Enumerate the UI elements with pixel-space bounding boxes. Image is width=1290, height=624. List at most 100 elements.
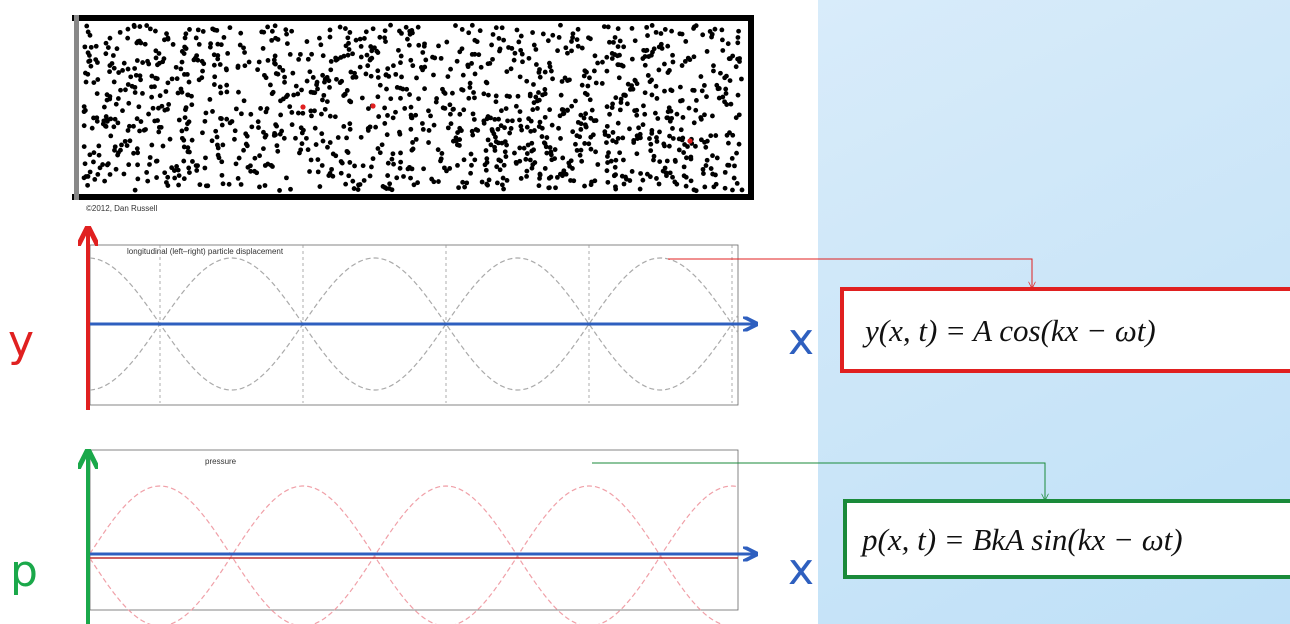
particle [510,118,515,123]
particle [436,147,441,152]
particle [196,27,201,32]
particle [180,129,185,134]
particle [242,98,247,103]
particle [592,178,597,183]
particle [528,158,533,163]
particle [85,183,90,188]
particle [446,125,451,130]
particle [717,96,722,101]
particle [457,137,462,142]
particle [94,44,99,49]
particle [416,96,421,101]
particle [82,123,87,128]
particle [513,51,518,56]
particle [273,54,278,59]
particle [172,176,177,181]
particle [415,180,420,185]
particle [309,113,314,118]
particle [307,169,312,174]
particle [470,23,475,28]
particle [542,87,547,92]
particle [669,29,674,34]
particle [455,59,460,64]
particle [87,53,92,58]
particle [663,27,668,32]
particle [670,126,675,131]
particle [284,94,289,99]
particle [420,121,425,126]
particle [627,126,632,131]
particle [166,37,171,42]
particle [704,163,709,168]
particle [649,131,654,136]
particle [216,146,221,151]
particle [299,125,304,130]
particle [634,113,639,118]
particle [391,63,396,68]
particle [692,54,697,59]
particle [365,53,370,58]
particle [573,142,578,147]
particle [266,58,271,63]
particle [538,120,543,125]
particle [620,135,625,140]
particle [108,172,113,177]
particle [520,52,525,57]
particle [225,51,230,56]
particle [270,29,275,34]
particle [398,132,403,137]
particle [239,111,244,116]
particle [201,29,206,34]
particle [359,135,364,140]
particle [659,31,664,36]
particle [618,107,623,112]
particle [649,53,654,58]
particle [582,116,587,121]
box-right [748,15,754,200]
particle [445,74,450,79]
particle [361,163,366,168]
particle [451,107,456,112]
particle [278,113,283,118]
particle [633,38,638,43]
particle [605,168,610,173]
particle [385,113,390,118]
particle [723,87,728,92]
particle [720,48,725,53]
particle [472,157,477,162]
particle [154,159,159,164]
particle [261,46,266,51]
particle [123,139,128,144]
particle [375,94,380,99]
particle [115,153,120,158]
particle [713,133,718,138]
particle [528,92,533,97]
particle [621,44,626,49]
particle [564,172,569,177]
particle [112,80,117,85]
particle [655,139,660,144]
particle [370,103,375,108]
particle [207,97,212,102]
particle [197,42,202,47]
particle [156,106,161,111]
particle [560,156,565,161]
particle [347,47,352,52]
particle [616,44,621,49]
particle [684,175,689,180]
particle [376,146,381,151]
particle [422,86,427,91]
x-label: x [788,544,814,595]
particle [589,182,594,187]
particle [635,81,640,86]
particle [618,39,623,44]
particle [347,30,352,35]
particle [247,60,252,65]
particle [241,148,246,153]
particle [501,38,506,43]
particle [346,41,351,46]
particle [304,136,309,141]
particle [145,59,150,64]
particle [95,172,100,177]
particle [607,112,612,117]
